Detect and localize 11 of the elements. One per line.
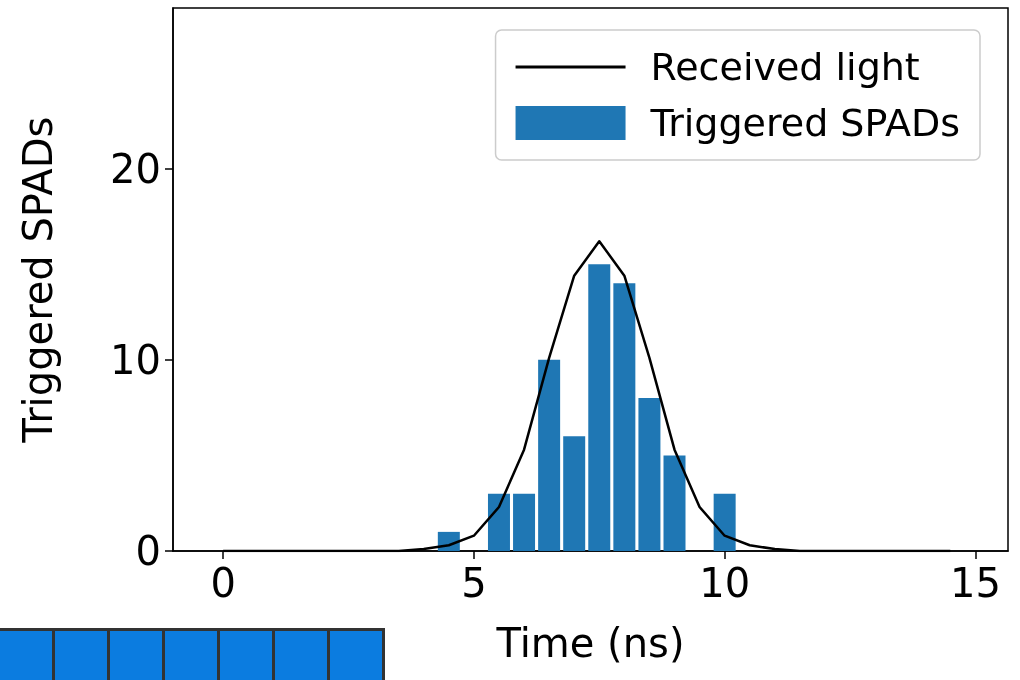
x-axis-title: Time (ns)	[495, 620, 685, 666]
legend-label: Received light	[650, 45, 920, 89]
x-tick-label: 10	[699, 560, 751, 606]
y-tick-label: 0	[135, 528, 161, 574]
x-tick-label: 0	[210, 560, 236, 606]
y-tick-label: 10	[110, 336, 161, 383]
x-tick-label: 15	[949, 560, 1001, 606]
y-axis-title: Triggered SPADs	[15, 116, 61, 444]
y-tick-label: 20	[110, 145, 161, 192]
legend-label: Triggered SPADs	[649, 101, 961, 145]
x-tick-label: 5	[461, 560, 487, 606]
